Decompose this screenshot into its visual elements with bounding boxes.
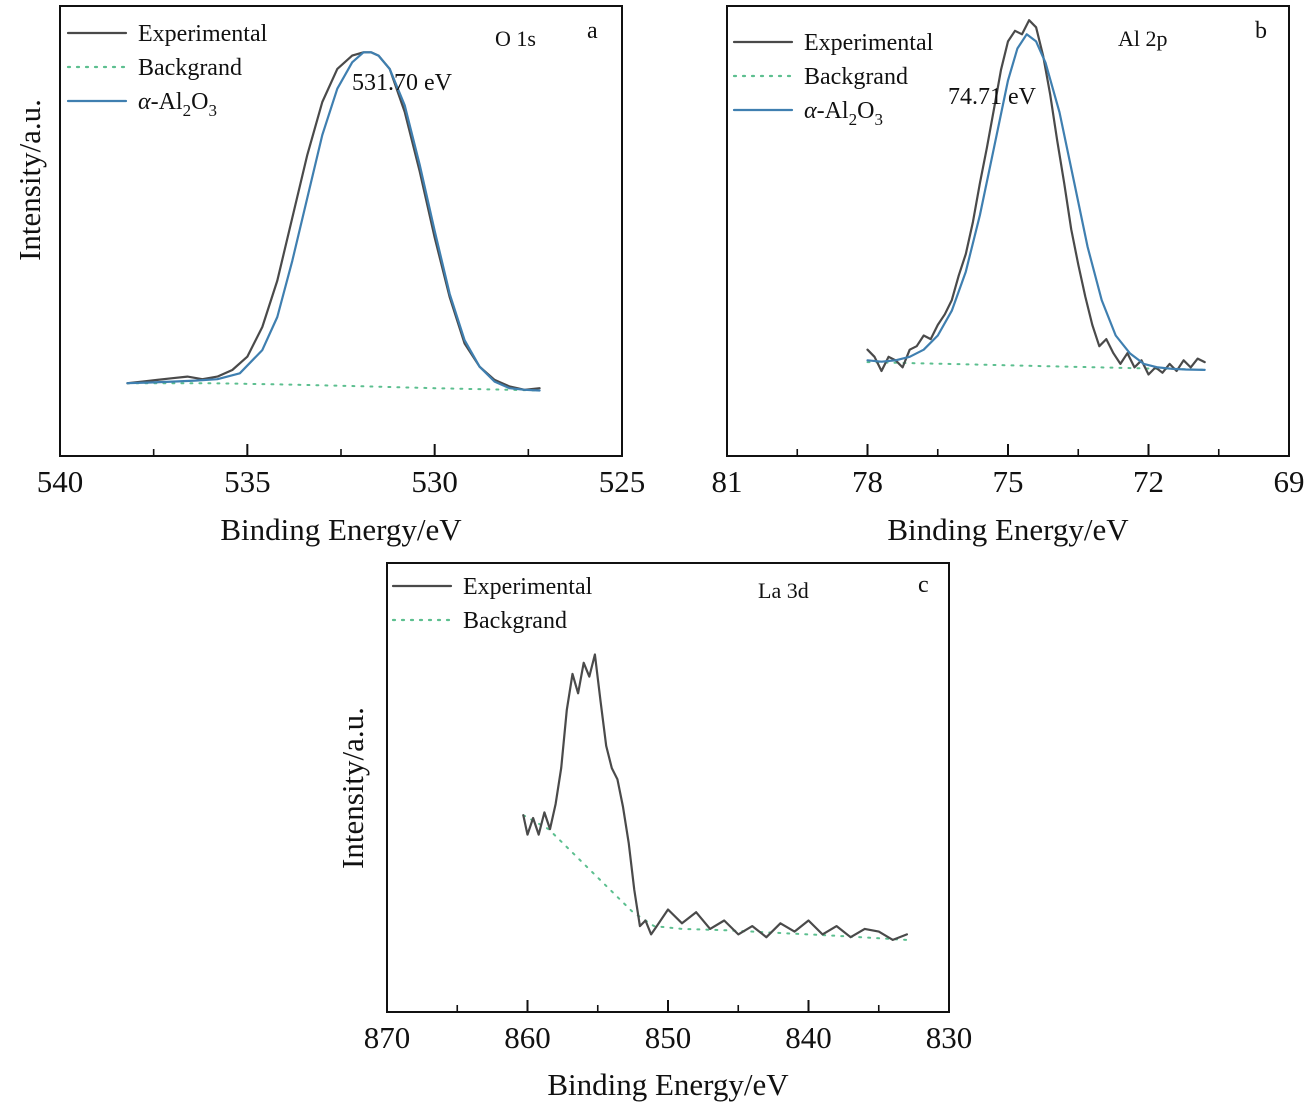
- fit-line: [126, 51, 541, 392]
- x-tick-label: 860: [504, 1020, 551, 1055]
- element-label: O 1s: [495, 26, 536, 51]
- x-tick-label: 530: [411, 464, 458, 499]
- legend: Experimental Backgrand α-Al2O3: [732, 30, 934, 129]
- legend-label: Backgrand: [804, 64, 908, 90]
- legend-label-part: O: [857, 98, 874, 124]
- peak-label: 531.70 eV: [352, 70, 453, 96]
- x-tick-label: 81: [712, 464, 743, 499]
- panel-label: b: [1255, 18, 1267, 44]
- legend-label-sub: 2: [183, 101, 192, 120]
- experimental-line: [522, 653, 909, 942]
- background-line: [522, 814, 908, 941]
- legend-label-part: -Al: [151, 89, 183, 115]
- x-tick-label: 69: [1274, 464, 1305, 499]
- experimental-line: [126, 51, 541, 391]
- fit-line: [866, 33, 1206, 371]
- legend-label-alpha: α: [138, 89, 151, 115]
- legend-label: Experimental: [463, 574, 593, 600]
- legend-label: α-Al2O3: [804, 98, 883, 129]
- background-line: [126, 382, 541, 392]
- legend-label-sub: 3: [208, 101, 217, 120]
- x-tick-label: 72: [1133, 464, 1164, 499]
- x-tick-label: 525: [599, 464, 646, 499]
- panel-b: 81 78 75 72 69 Binding Energy/eV Experimental B…: [712, 5, 1305, 547]
- x-axis-title: Binding Energy/eV: [547, 1067, 789, 1102]
- legend: Experimental Backgrand: [391, 574, 593, 634]
- panel-c: 870 860 850 840 830 Binding Energy/eV Intensit…: [335, 562, 973, 1102]
- x-tick-label: 535: [224, 464, 271, 499]
- legend-label-part: O: [191, 89, 208, 115]
- x-axis-title: Binding Energy/eV: [220, 512, 462, 547]
- legend-label: Backgrand: [463, 608, 567, 634]
- x-tick-label: 75: [993, 464, 1024, 499]
- background-line: [866, 361, 1206, 371]
- legend: Experimental Backgrand α-Al2O3: [66, 21, 268, 120]
- legend-label-sub: 2: [849, 110, 858, 129]
- legend-label: Experimental: [138, 21, 268, 47]
- legend-label-alpha: α: [804, 98, 817, 124]
- panel-a: 540 535 530 525 Binding Energy/eV Intensity/a…: [12, 5, 646, 547]
- element-label: Al 2p: [1118, 26, 1168, 51]
- legend-label: Backgrand: [138, 55, 242, 81]
- y-axis-title: Intensity/a.u.: [12, 99, 47, 261]
- panel-label: c: [918, 572, 929, 598]
- legend-label-sub: 3: [874, 110, 883, 129]
- legend-label: Experimental: [804, 30, 934, 56]
- legend-label-part: -Al: [817, 98, 849, 124]
- peak-label: 74.71 eV: [948, 84, 1037, 110]
- y-axis-title: Intensity/a.u.: [335, 707, 370, 869]
- x-axis-title: Binding Energy/eV: [887, 512, 1129, 547]
- x-tick-label: 840: [785, 1020, 832, 1055]
- x-tick-label: 870: [364, 1020, 411, 1055]
- experimental-line: [866, 19, 1206, 376]
- x-tick-label: 78: [852, 464, 883, 499]
- x-tick-label: 850: [645, 1020, 692, 1055]
- x-tick-label: 830: [926, 1020, 973, 1055]
- x-tick-label: 540: [37, 464, 84, 499]
- legend-label: α-Al2O3: [138, 89, 217, 120]
- panel-label: a: [587, 18, 598, 44]
- element-label: La 3d: [758, 578, 809, 603]
